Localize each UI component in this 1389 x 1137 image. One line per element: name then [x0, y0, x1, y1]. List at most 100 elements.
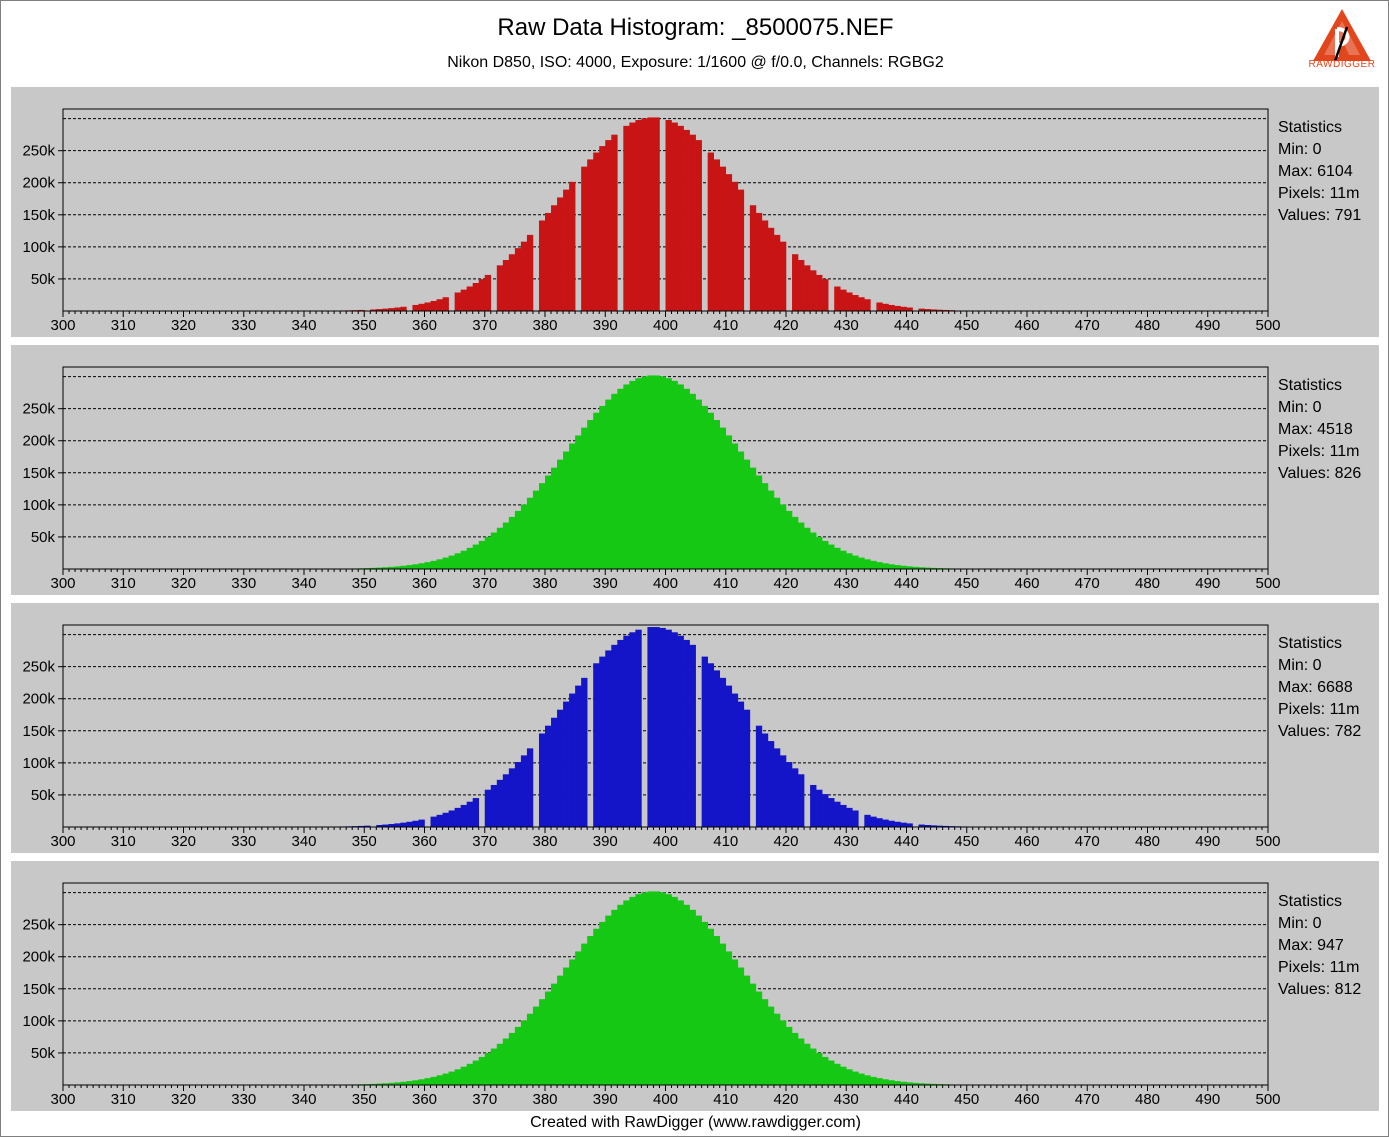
x-tick-label: 380 — [532, 833, 557, 850]
histogram-bar — [767, 741, 775, 827]
histogram-bar — [587, 936, 594, 1085]
x-tick-label: 380 — [532, 575, 557, 592]
x-tick-label: 470 — [1075, 833, 1100, 850]
histogram-bar — [798, 774, 805, 827]
y-tick-label: 150k — [22, 465, 55, 482]
histogram-bar — [358, 309, 365, 311]
x-tick-label: 430 — [834, 1091, 859, 1108]
histogram-bar — [798, 1038, 805, 1085]
histogram-bar — [713, 670, 721, 827]
stats-pixels: Pixels: 11m — [1278, 701, 1360, 718]
x-tick-label: 480 — [1135, 575, 1160, 592]
histogram-bar — [725, 174, 733, 311]
histogram-bar — [448, 810, 455, 827]
histogram-bar — [545, 475, 552, 569]
histogram-bar — [731, 693, 739, 827]
histogram-chart-r: 300 310 320 330 340 350 360 370 380 390 400 410 420 4… — [22, 108, 1361, 334]
x-tick-label: 460 — [1014, 317, 1039, 334]
histogram-panel-b: 300 310 320 330 340 350 360 370 380 390 400 410 420 4… — [11, 603, 1379, 853]
histogram-bar — [773, 748, 781, 827]
x-tick-label: 420 — [773, 575, 798, 592]
histogram-bar — [792, 254, 799, 311]
histogram-bar — [490, 1048, 498, 1085]
histogram-bar — [520, 1020, 528, 1085]
y-tick-label: 100k — [22, 239, 55, 256]
histogram-bar — [930, 309, 937, 311]
histogram-bar — [641, 376, 648, 569]
x-tick-label: 400 — [653, 833, 678, 850]
histogram-bar — [448, 555, 455, 569]
stats-pixels: Pixels: 11m — [1278, 185, 1360, 202]
x-tick-label: 330 — [231, 317, 256, 334]
histogram-bar — [761, 483, 769, 569]
histogram-bar — [761, 733, 769, 827]
x-tick-label: 350 — [352, 317, 377, 334]
histogram-bar — [870, 816, 877, 827]
histogram-bar — [647, 117, 654, 312]
histogram-bar — [755, 212, 763, 311]
histogram-bar — [575, 951, 582, 1085]
histogram-bar — [701, 656, 708, 827]
histogram-bar — [798, 522, 805, 569]
histogram-bar — [707, 928, 714, 1085]
histogram-bar — [412, 564, 419, 569]
x-tick-label: 300 — [50, 1091, 75, 1108]
histogram-bar — [466, 547, 473, 569]
histogram-bar — [581, 427, 588, 569]
histogram-bar — [683, 388, 690, 569]
histogram-bar — [761, 999, 769, 1085]
y-tick-label: 250k — [22, 143, 55, 160]
histogram-bar — [635, 894, 642, 1085]
histogram-bar — [761, 220, 769, 311]
x-tick-label: 490 — [1195, 833, 1220, 850]
histogram-bar — [514, 1026, 522, 1085]
x-tick-label: 500 — [1255, 317, 1280, 334]
histogram-bar — [719, 427, 727, 569]
histogram-bar — [912, 566, 919, 569]
histogram-bar — [514, 762, 522, 827]
histogram-bar — [924, 567, 931, 569]
x-tick-label: 470 — [1075, 575, 1100, 592]
x-tick-label: 440 — [894, 317, 919, 334]
histogram-bar — [394, 823, 401, 827]
histogram-bar — [460, 1066, 467, 1085]
histogram-bar — [888, 304, 895, 311]
histogram-bar — [786, 1026, 793, 1085]
histogram-bar — [376, 567, 383, 569]
histogram-bar — [430, 560, 437, 569]
x-tick-label: 320 — [171, 575, 196, 592]
histogram-bar — [490, 784, 498, 827]
histogram-bar — [629, 896, 636, 1085]
histogram-bar — [394, 1082, 401, 1085]
histogram-bar — [683, 904, 690, 1085]
histogram-bar — [906, 566, 913, 569]
stats-values: Values: 812 — [1278, 981, 1361, 998]
histogram-bar — [864, 1075, 871, 1085]
x-tick-label: 450 — [954, 575, 979, 592]
x-tick-label: 440 — [894, 833, 919, 850]
y-tick-label: 250k — [22, 401, 55, 418]
histogram-bar — [725, 685, 733, 827]
histogram-bar — [804, 527, 811, 569]
histogram-bar — [822, 1056, 829, 1085]
histogram-bar — [882, 563, 889, 569]
chart-title: Raw Data Histogram: _8500075.NEF — [497, 14, 894, 41]
histogram-bar — [834, 286, 841, 311]
histogram-bar — [894, 821, 901, 827]
histogram-bar — [520, 241, 528, 311]
histogram-bar — [786, 762, 793, 827]
histogram-bar — [466, 286, 473, 311]
histogram-bar — [846, 807, 853, 827]
y-tick-label: 150k — [22, 723, 55, 740]
x-tick-label: 400 — [653, 317, 678, 334]
x-tick-label: 340 — [291, 1091, 316, 1108]
stats-values: Values: 782 — [1278, 723, 1361, 740]
histogram-chart-b: 300 310 320 330 340 350 360 370 380 390 400 410 420 4… — [22, 624, 1361, 850]
histogram-bar — [364, 825, 371, 827]
histogram-bar — [767, 490, 775, 569]
histogram-bar — [641, 118, 648, 312]
histogram-bar — [852, 295, 859, 311]
histogram-bar — [436, 559, 443, 569]
histogram-bar — [725, 951, 733, 1085]
histogram-bar — [755, 725, 763, 827]
